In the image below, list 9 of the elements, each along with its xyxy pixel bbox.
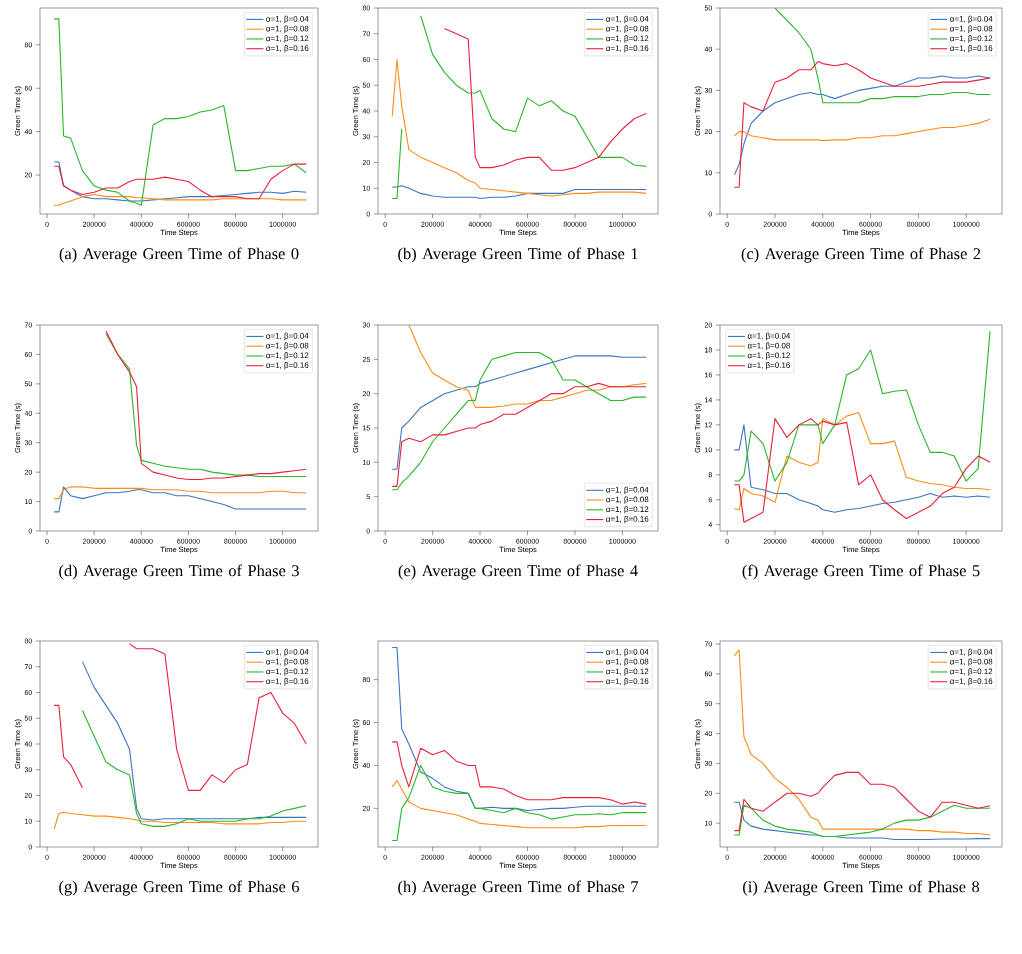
text: (b) Average Green Time of Phase 1 bbox=[398, 247, 638, 263]
text: (a) Average Green Time of Phase 0 bbox=[59, 247, 299, 263]
text: (i) Average Green Time of Phase 8 bbox=[743, 880, 980, 896]
text: (f) Average Green Time of Phase 5 bbox=[742, 564, 980, 580]
text: (c) Average Green Time of Phase 2 bbox=[741, 247, 981, 263]
text: (g) Average Green Time of Phase 6 bbox=[59, 880, 300, 896]
text: (e) Average Green Time of Phase 4 bbox=[398, 564, 638, 580]
text: (d) Average Green Time of Phase 3 bbox=[59, 564, 299, 580]
text: (h) Average Green Time of Phase 7 bbox=[398, 880, 639, 896]
